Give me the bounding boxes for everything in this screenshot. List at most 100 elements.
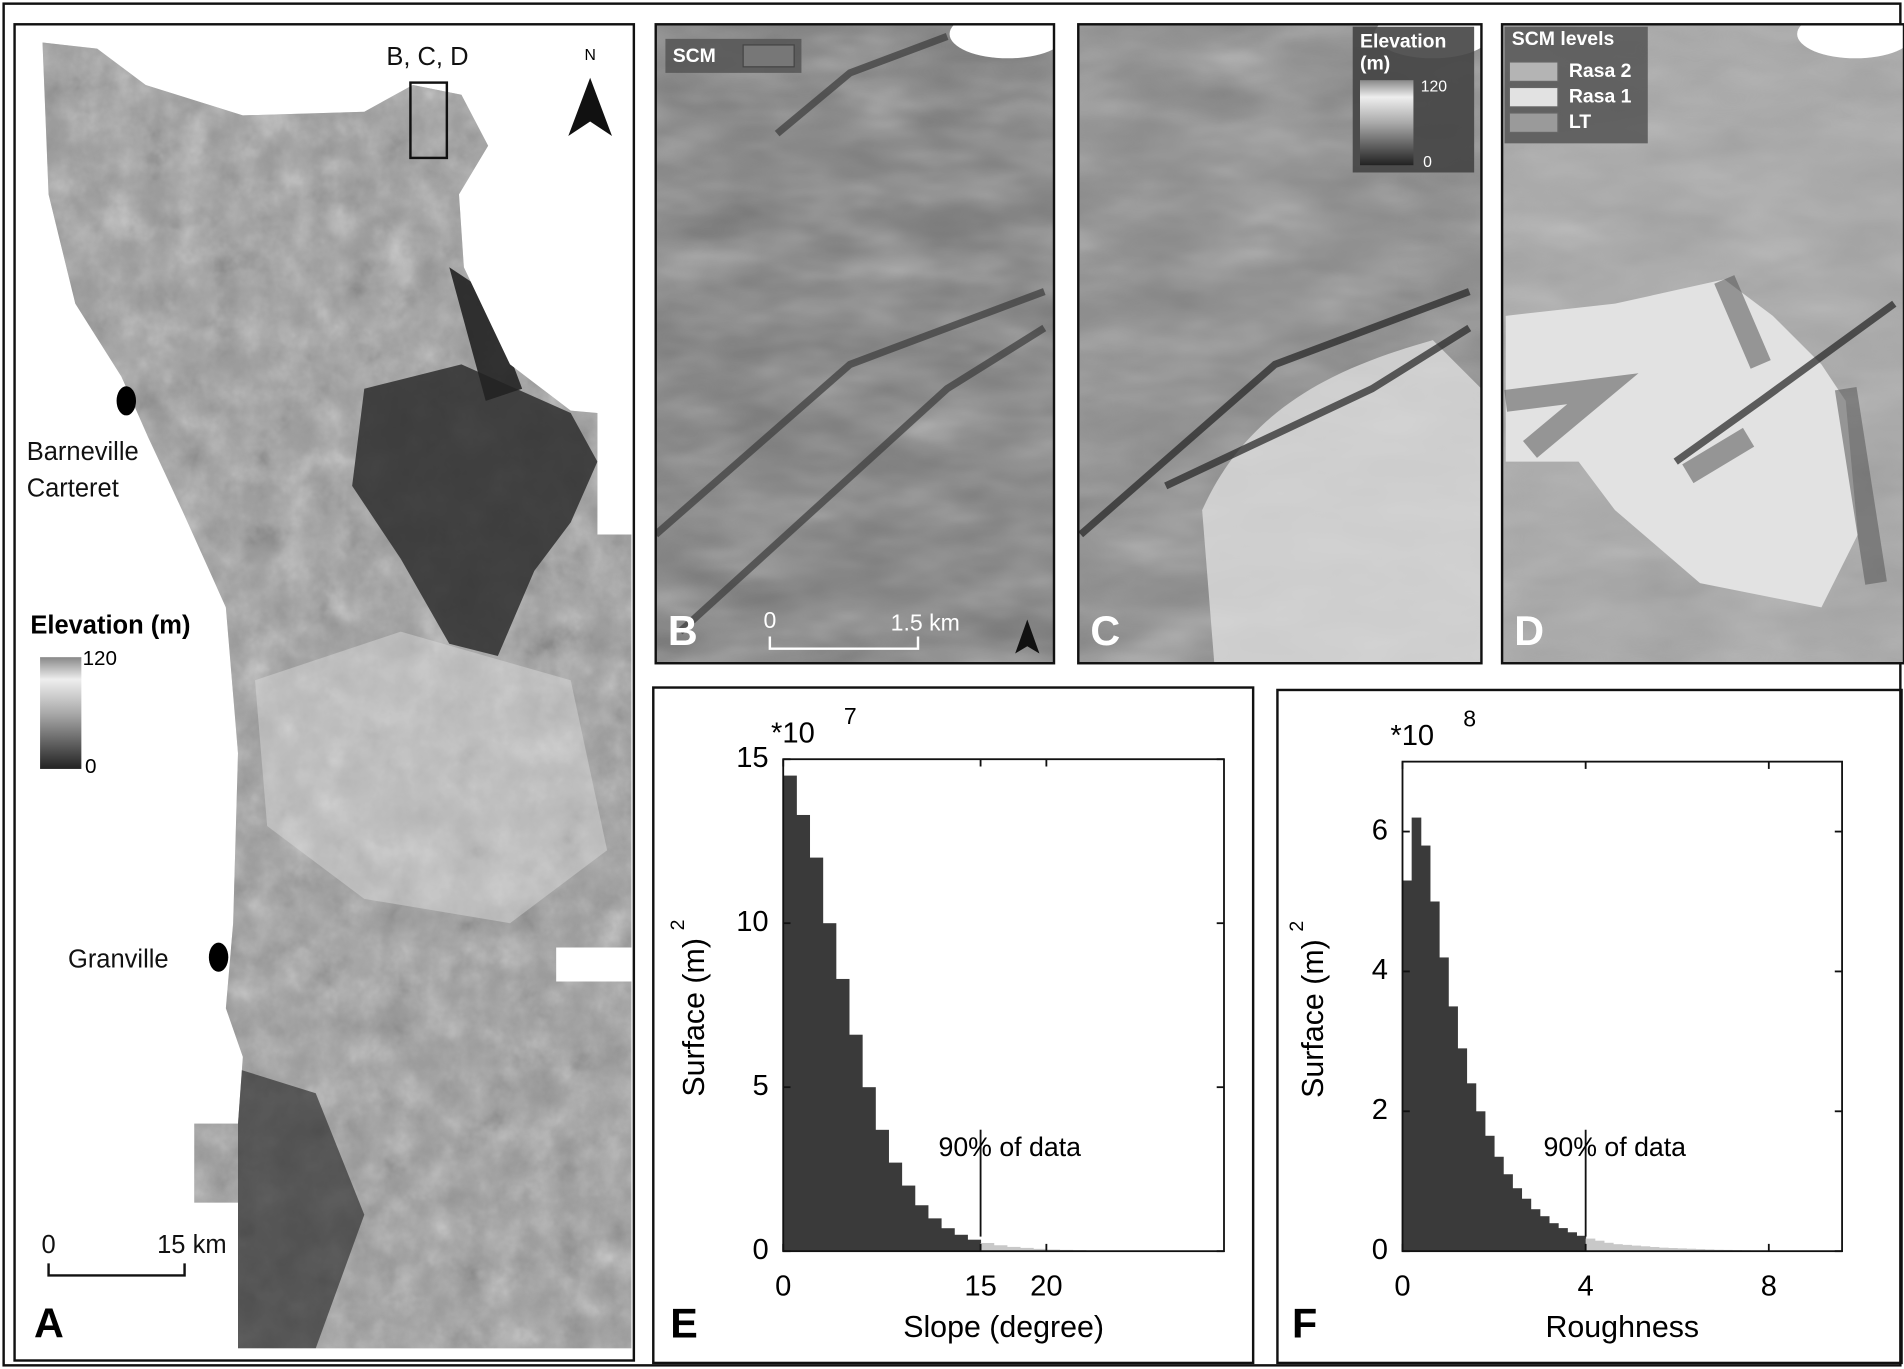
bar bbox=[836, 979, 850, 1251]
bar bbox=[1549, 1223, 1559, 1251]
legend-label: Rasa 2 bbox=[1569, 60, 1632, 82]
bar bbox=[1586, 1239, 1596, 1252]
axis-multiplier: *10 bbox=[771, 718, 815, 750]
scale-label: 15 km bbox=[157, 1231, 226, 1259]
panel-a: B, C, D N Barneville Carteret Granville … bbox=[15, 24, 634, 1360]
bar bbox=[1503, 1174, 1513, 1251]
bar bbox=[1430, 902, 1440, 1252]
y-tick-label: 15 bbox=[736, 742, 768, 774]
legend-swatch bbox=[1509, 87, 1558, 106]
y-tick-label: 2 bbox=[1372, 1094, 1388, 1126]
bar bbox=[1412, 818, 1422, 1252]
bar bbox=[1558, 1228, 1568, 1251]
colorbar-label: 120 bbox=[83, 647, 117, 670]
bar bbox=[954, 1235, 968, 1251]
legend-swatch bbox=[1509, 113, 1558, 132]
bar bbox=[1567, 1232, 1577, 1251]
scale-label: 1.5 km bbox=[891, 609, 960, 635]
bar bbox=[967, 1240, 981, 1251]
bar bbox=[888, 1163, 902, 1252]
y-tick-label: 5 bbox=[752, 1070, 768, 1102]
north-label: N bbox=[584, 47, 595, 64]
axis-exponent: 8 bbox=[1463, 705, 1476, 731]
colorbar bbox=[1360, 80, 1413, 165]
bar bbox=[915, 1205, 929, 1251]
legend-title: Elevation bbox=[1360, 31, 1446, 53]
bar bbox=[941, 1228, 955, 1251]
legend-title: Elevation (m) bbox=[30, 612, 190, 640]
bar bbox=[1457, 1048, 1467, 1251]
x-tick-label: 15 bbox=[964, 1270, 996, 1302]
y-axis-label-exponent: 2 bbox=[667, 920, 689, 931]
scale-label: 0 bbox=[41, 1231, 55, 1259]
legend-swatch bbox=[1509, 62, 1558, 81]
panel-letter: D bbox=[1514, 608, 1544, 654]
panel-letter: A bbox=[34, 1300, 64, 1346]
legend-title: SCM levels bbox=[1512, 28, 1615, 50]
legend-label: SCM bbox=[673, 45, 716, 67]
figure: B, C, D N Barneville Carteret Granville … bbox=[0, 0, 1904, 1369]
y-tick-label: 0 bbox=[1372, 1234, 1388, 1266]
x-axis-label: Slope (degree) bbox=[903, 1311, 1104, 1344]
panel-letter: C bbox=[1090, 608, 1120, 654]
legend-label: Rasa 1 bbox=[1569, 85, 1632, 107]
axis-multiplier: *10 bbox=[1390, 720, 1434, 752]
bar bbox=[875, 1130, 889, 1251]
bar bbox=[862, 1087, 876, 1251]
bar bbox=[1540, 1216, 1550, 1251]
x-tick-label: 0 bbox=[775, 1270, 791, 1302]
bar bbox=[1494, 1157, 1504, 1251]
bar bbox=[981, 1243, 995, 1251]
x-axis-label: Roughness bbox=[1546, 1311, 1700, 1344]
colorbar-label: 0 bbox=[85, 755, 96, 778]
town-label: Carteret bbox=[27, 474, 119, 502]
y-tick-label: 0 bbox=[752, 1234, 768, 1266]
colorbar-label: 0 bbox=[1423, 154, 1432, 171]
town-marker bbox=[117, 386, 136, 415]
x-tick-label: 0 bbox=[1394, 1270, 1410, 1302]
annotation: 90% of data bbox=[938, 1132, 1081, 1162]
x-tick-label: 4 bbox=[1578, 1270, 1594, 1302]
panel-frame bbox=[653, 688, 1253, 1363]
panel-letter: B bbox=[668, 608, 698, 654]
bar bbox=[796, 815, 810, 1251]
page: {"chart_data": [ {"type": "histogram", "… bbox=[0, 0, 1904, 1369]
scale-label: 0 bbox=[763, 607, 776, 633]
bar bbox=[1622, 1245, 1632, 1251]
bar bbox=[810, 858, 824, 1252]
bar bbox=[1421, 846, 1431, 1252]
bar bbox=[823, 923, 837, 1251]
colorbar bbox=[40, 657, 81, 769]
y-axis-label: Surface (m) bbox=[1297, 939, 1330, 1098]
panel-b: SCM 0 1.5 km B bbox=[656, 10, 1066, 664]
x-tick-label: 8 bbox=[1761, 1270, 1777, 1302]
bar bbox=[1439, 957, 1449, 1251]
bar bbox=[1448, 1006, 1458, 1251]
bar bbox=[1522, 1199, 1532, 1251]
bar bbox=[1403, 881, 1413, 1252]
x-tick-label: 20 bbox=[1030, 1270, 1062, 1302]
bar bbox=[1467, 1083, 1477, 1251]
panel-c: Elevation (m) 120 0 C bbox=[1078, 10, 1491, 664]
bar bbox=[928, 1218, 942, 1251]
bar bbox=[1485, 1136, 1495, 1251]
axis-exponent: 7 bbox=[844, 703, 857, 729]
panel-letter: F bbox=[1292, 1300, 1317, 1346]
y-tick-label: 4 bbox=[1372, 954, 1388, 986]
panel-letter: E bbox=[670, 1300, 698, 1346]
colorbar-label: 120 bbox=[1421, 79, 1448, 96]
bar bbox=[1604, 1243, 1614, 1251]
bar bbox=[1476, 1111, 1486, 1251]
y-tick-label: 10 bbox=[736, 906, 768, 938]
bar bbox=[1595, 1241, 1605, 1251]
bar bbox=[902, 1186, 916, 1252]
legend-title: (m) bbox=[1360, 53, 1390, 75]
bar bbox=[1613, 1244, 1623, 1251]
annotation: 90% of data bbox=[1544, 1132, 1687, 1162]
bar bbox=[1512, 1188, 1522, 1251]
y-axis-label-exponent: 2 bbox=[1286, 921, 1308, 932]
y-axis-label: Surface (m) bbox=[678, 938, 711, 1097]
town-label: Granville bbox=[68, 946, 169, 974]
legend-swatch bbox=[743, 45, 794, 67]
